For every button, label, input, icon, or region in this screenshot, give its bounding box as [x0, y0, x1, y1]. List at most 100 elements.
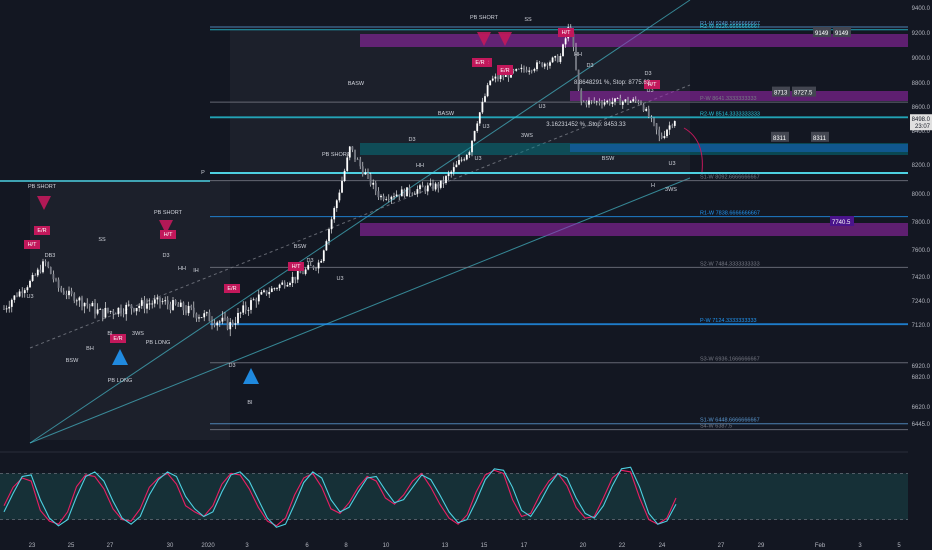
x-tick-label: 2020: [201, 543, 215, 549]
candle-body: [286, 285, 289, 287]
candle-body: [281, 282, 284, 285]
candle-body: [270, 288, 273, 292]
candle-body: [395, 194, 398, 197]
annotation-text: BASW: [438, 111, 455, 117]
candle-body: [122, 313, 125, 315]
candle-body: [364, 172, 367, 175]
candle-body: [642, 104, 645, 111]
candle-body: [127, 304, 130, 306]
supply-zone: [360, 34, 908, 47]
current-price-badge: [910, 114, 932, 131]
candle-body: [218, 321, 221, 323]
x-tick-label: 5: [897, 543, 901, 549]
candle-body: [5, 308, 8, 310]
annotation-text: 3.16231452 %, Stop: 8453.33: [546, 122, 626, 128]
annotation-text: BH: [86, 346, 94, 352]
candle-body: [504, 73, 507, 78]
y-tick-label: 7240.0: [912, 299, 931, 305]
annotation-text: D3: [162, 253, 169, 259]
candle-body: [65, 294, 68, 296]
oscillator-line: [3, 466, 677, 528]
supply-zone: [570, 91, 908, 101]
candle-body: [13, 295, 16, 300]
annotation-text: D3: [306, 258, 313, 264]
candle-body: [354, 149, 356, 160]
candle-body: [408, 187, 411, 194]
candle-body: [632, 99, 635, 102]
price-tag-box: [772, 86, 790, 97]
candle-body: [369, 174, 372, 185]
candle-body: [593, 100, 596, 102]
candle-body: [374, 182, 377, 192]
annotation-text: SS: [524, 17, 532, 23]
y-tick-label: 8600.0: [912, 105, 931, 111]
candle-body: [471, 140, 473, 153]
candle-body: [182, 302, 185, 311]
candle-body: [117, 307, 120, 315]
annotation-text: U3: [26, 294, 33, 300]
candle-body: [317, 262, 320, 269]
candle-body: [96, 309, 99, 314]
shaded-region: [230, 30, 690, 180]
candle-body: [590, 100, 593, 102]
annotation-text: U3: [646, 88, 653, 94]
candle-body: [515, 68, 518, 71]
candle-body: [78, 297, 81, 301]
pivot-label: R1-W 7838.6666666667: [700, 211, 760, 217]
candle-body: [491, 78, 494, 81]
signal-badge: [497, 66, 513, 75]
candle-body: [185, 310, 187, 314]
candle-body: [296, 270, 299, 280]
price-tag: 7740.5: [830, 216, 854, 226]
x-tick-label: 29: [758, 543, 765, 549]
candle-body: [385, 199, 388, 200]
y-tick-label: 6620.0: [912, 405, 931, 411]
candle-body: [543, 63, 546, 67]
candle-body: [538, 62, 541, 64]
annotation-text: HH: [416, 163, 424, 169]
candle-body: [255, 299, 258, 302]
stochastic-oscillator: 100.0075.0050.0025.000.00: [0, 451, 932, 539]
candle-body: [546, 63, 549, 66]
candle-body: [463, 159, 466, 161]
candle-body: [187, 305, 190, 314]
annotation-text: U3: [474, 156, 481, 162]
candle-body: [575, 46, 577, 70]
candle-body: [55, 279, 57, 281]
annotation-text: U3: [336, 276, 343, 282]
candle-body: [195, 313, 198, 319]
annotation-text: BSW: [602, 156, 615, 162]
annotation-text: HH: [574, 52, 582, 58]
candle-body: [283, 282, 286, 287]
candle-body: [333, 208, 336, 220]
candle-body: [668, 125, 671, 130]
signal-badge: [472, 58, 488, 67]
annotation-text: BASW: [348, 81, 365, 87]
signal-badge: [110, 334, 126, 343]
candle-body: [476, 123, 479, 131]
candle-body: [36, 269, 39, 276]
candle-body: [634, 99, 637, 101]
annotation-text: HH: [178, 266, 186, 272]
candle-body: [276, 288, 278, 289]
candle-body: [416, 189, 419, 194]
pivot-label: S1-W 8092.6666666667: [700, 175, 760, 181]
candle-body: [320, 261, 323, 263]
candle-body: [229, 322, 232, 330]
candle-body: [614, 98, 616, 102]
current-price-label: 8498.0: [912, 117, 931, 123]
candle-body: [536, 62, 538, 70]
candle-body: [572, 32, 575, 47]
x-tick-label: 3: [858, 543, 862, 549]
annotation-text: BI: [107, 331, 113, 337]
candle-body: [406, 187, 408, 197]
candle-body: [138, 305, 141, 309]
candle-body: [29, 280, 31, 288]
candle-body: [263, 290, 265, 293]
candle-body: [104, 307, 107, 318]
candle-body: [239, 312, 242, 314]
candle-body: [34, 274, 37, 276]
annotation-text: SS: [98, 237, 106, 243]
candle-body: [10, 299, 13, 307]
candle-body: [125, 304, 128, 315]
